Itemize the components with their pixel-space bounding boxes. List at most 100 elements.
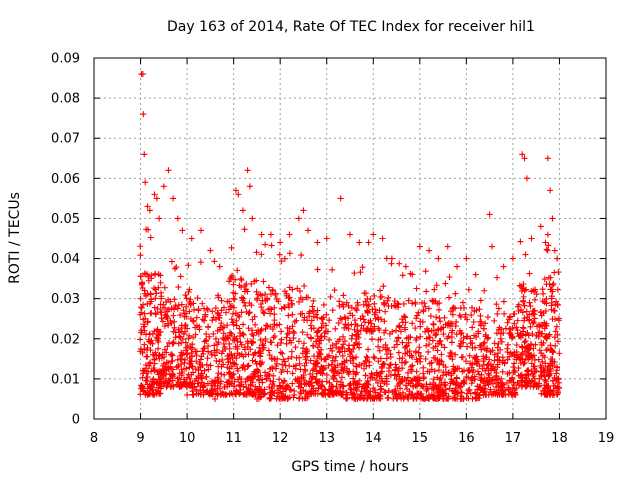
data-point bbox=[139, 349, 146, 356]
data-point bbox=[556, 384, 563, 391]
data-point bbox=[232, 276, 239, 283]
data-point bbox=[459, 299, 466, 306]
data-point bbox=[422, 268, 429, 275]
data-point bbox=[382, 308, 389, 315]
data-point bbox=[412, 299, 419, 306]
x-tick-labels: 8 9 10 11 12 13 14 15 16 17 18 19 bbox=[90, 431, 614, 446]
data-point bbox=[147, 359, 154, 366]
data-point bbox=[285, 294, 292, 301]
data-point bbox=[416, 377, 423, 384]
data-point bbox=[528, 360, 535, 367]
data-point bbox=[323, 235, 330, 242]
data-point bbox=[522, 355, 529, 362]
data-point bbox=[375, 358, 382, 365]
data-point bbox=[155, 284, 162, 291]
data-point bbox=[437, 326, 444, 333]
data-point bbox=[244, 363, 251, 370]
data-point bbox=[313, 338, 320, 345]
data-point bbox=[195, 306, 202, 313]
data-point bbox=[313, 360, 320, 367]
data-point bbox=[433, 314, 440, 321]
data-point bbox=[551, 247, 558, 254]
data-point bbox=[449, 311, 456, 318]
data-point bbox=[237, 329, 244, 336]
data-point bbox=[495, 305, 502, 312]
data-point bbox=[182, 347, 189, 354]
data-point bbox=[422, 303, 429, 310]
data-point bbox=[318, 369, 325, 376]
data-point bbox=[478, 346, 485, 353]
data-point bbox=[137, 243, 144, 250]
data-point bbox=[270, 372, 277, 379]
data-point bbox=[307, 371, 314, 378]
data-point bbox=[143, 292, 150, 299]
data-point bbox=[543, 281, 550, 288]
data-point bbox=[292, 344, 299, 351]
data-point bbox=[480, 325, 487, 332]
data-point bbox=[427, 313, 434, 320]
data-point bbox=[497, 335, 504, 342]
data-point bbox=[253, 249, 260, 256]
data-point bbox=[430, 395, 437, 402]
data-point bbox=[349, 312, 356, 319]
data-point bbox=[416, 355, 423, 362]
data-point bbox=[169, 352, 176, 359]
data-point bbox=[371, 292, 378, 299]
data-point bbox=[353, 384, 360, 391]
data-point bbox=[282, 288, 289, 295]
data-point bbox=[193, 375, 200, 382]
data-point bbox=[239, 207, 246, 214]
data-point bbox=[267, 391, 274, 398]
data-point bbox=[337, 381, 344, 388]
data-point bbox=[250, 352, 257, 359]
data-point bbox=[274, 342, 281, 349]
data-point bbox=[326, 336, 333, 343]
data-point bbox=[301, 314, 308, 321]
data-point bbox=[361, 392, 368, 399]
data-point bbox=[343, 299, 350, 306]
data-point bbox=[139, 280, 146, 287]
data-point bbox=[171, 318, 178, 325]
data-point bbox=[430, 376, 437, 383]
data-point bbox=[541, 376, 548, 383]
data-point bbox=[189, 388, 196, 395]
data-point bbox=[426, 381, 433, 388]
data-point bbox=[432, 355, 439, 362]
data-point bbox=[306, 389, 313, 396]
data-point bbox=[522, 338, 529, 345]
data-point bbox=[266, 352, 273, 359]
data-point bbox=[430, 379, 437, 386]
data-point bbox=[300, 207, 307, 214]
data-point bbox=[257, 337, 264, 344]
data-point bbox=[300, 340, 307, 347]
data-point bbox=[151, 328, 158, 335]
data-point bbox=[205, 366, 212, 373]
data-point bbox=[405, 339, 412, 346]
data-point bbox=[509, 351, 516, 358]
data-point bbox=[528, 378, 535, 385]
data-point bbox=[281, 304, 288, 311]
data-point bbox=[289, 370, 296, 377]
y-axis-label: ROTI / TECUs bbox=[7, 192, 23, 284]
data-point bbox=[452, 351, 459, 358]
data-point bbox=[485, 381, 492, 388]
data-point bbox=[216, 263, 223, 270]
data-point bbox=[157, 328, 164, 335]
data-point bbox=[144, 318, 151, 325]
data-point bbox=[343, 395, 350, 402]
axis-ticks bbox=[93, 57, 607, 420]
data-point bbox=[255, 367, 262, 374]
data-point bbox=[195, 380, 202, 387]
data-point bbox=[151, 367, 158, 374]
data-point bbox=[510, 364, 517, 371]
data-point bbox=[333, 344, 340, 351]
data-point bbox=[212, 380, 219, 387]
data-point bbox=[491, 366, 498, 373]
data-point bbox=[356, 377, 363, 384]
data-point bbox=[554, 338, 561, 345]
data-point bbox=[238, 309, 245, 316]
data-point bbox=[422, 356, 429, 363]
data-point bbox=[538, 373, 545, 380]
data-point bbox=[481, 287, 488, 294]
data-point bbox=[395, 349, 402, 356]
